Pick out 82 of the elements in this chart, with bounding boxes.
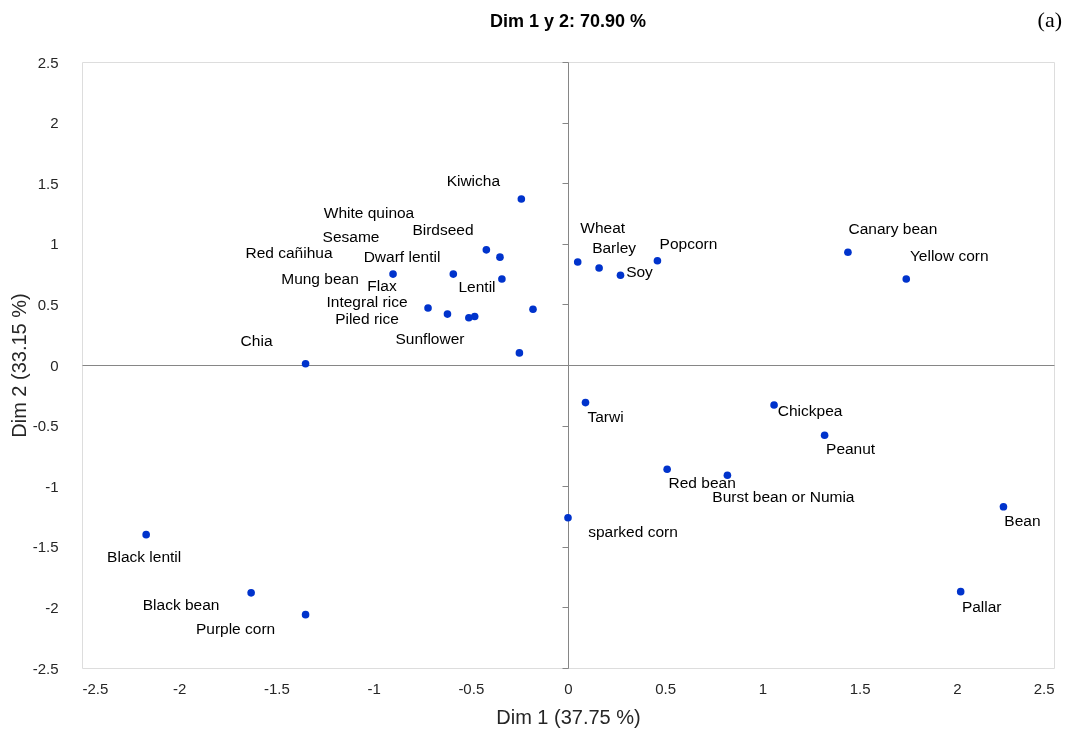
chart-title: Dim 1 y 2: 70.90 % — [489, 11, 647, 31]
annotation: Sunflower — [395, 330, 465, 347]
annotation: Popcorn — [659, 234, 718, 252]
annotation: Chickpea — [777, 402, 843, 419]
point — [443, 310, 452, 318]
point — [515, 349, 524, 357]
y-tick-label: 1 — [50, 235, 59, 253]
annotation: Kiwicha — [446, 171, 501, 189]
point — [663, 465, 671, 474]
point — [902, 275, 911, 283]
annotation: sparked corn — [588, 522, 678, 540]
point — [482, 246, 491, 254]
annotation: White quinoa — [323, 204, 415, 221]
annotation: Wheat — [580, 218, 626, 236]
x-tick-label: -1.5 — [263, 679, 290, 697]
point — [999, 503, 1008, 511]
x-tick-label: 2.5 — [1033, 679, 1055, 697]
annotation: Peanut — [826, 440, 876, 458]
annotation: Barley — [592, 239, 637, 257]
point — [301, 610, 310, 619]
x-tick-label: 1 — [758, 679, 768, 697]
y-tick-label: -1 — [45, 477, 59, 495]
annotation: Soy — [626, 263, 654, 281]
annotation: Tarwi — [587, 407, 624, 425]
annotation: Birdseed — [412, 221, 474, 238]
point — [301, 359, 310, 368]
annotation: Canary bean — [848, 220, 938, 238]
annotation: Black lentil — [107, 547, 182, 565]
point — [844, 248, 852, 257]
point — [956, 587, 965, 596]
point — [449, 270, 458, 278]
point — [247, 589, 255, 597]
annotation: Sesame — [322, 228, 380, 245]
y-tick-label: 0.5 — [37, 295, 59, 313]
annotation: Integral rice — [326, 293, 408, 310]
y-tick-label: -1.5 — [32, 538, 59, 556]
annotation: Black bean — [142, 595, 220, 613]
point — [820, 431, 829, 440]
y-tick-label: -2.5 — [32, 659, 59, 677]
point — [496, 253, 504, 261]
x-axis-title: Dim 1 (37.75 %) — [496, 705, 641, 728]
y-tick-label: 1.5 — [37, 174, 59, 192]
annotation: Yellow corn — [909, 246, 989, 264]
point — [770, 401, 778, 409]
annotation: Chia — [240, 331, 273, 349]
x-tick-label: -1 — [367, 679, 381, 697]
annotation: Bean — [1004, 511, 1041, 529]
point — [581, 398, 590, 407]
x-tick-label: 1.5 — [849, 679, 871, 697]
annotation: Dwarf lentil — [363, 248, 441, 265]
annotation: Flax — [367, 277, 397, 294]
point — [573, 258, 582, 266]
annotation: Pallar — [961, 597, 1002, 615]
x-tick-label: 0.5 — [655, 679, 677, 697]
text: (a) — [1037, 7, 1062, 32]
x-tick-label: -0.5 — [458, 679, 485, 697]
point — [595, 264, 603, 272]
y-tick-label: 2.5 — [37, 53, 59, 71]
annotation: Lentil — [458, 278, 496, 295]
point — [616, 271, 625, 280]
point — [142, 530, 150, 539]
point — [498, 275, 506, 283]
x-tick-label: 2 — [953, 679, 962, 697]
point — [653, 256, 662, 265]
point — [470, 312, 479, 321]
x-tick-label: -2 — [173, 679, 187, 697]
y-tick-label: 0 — [50, 356, 59, 374]
y-tick-label: -2 — [45, 598, 59, 616]
point — [424, 304, 432, 312]
x-tick-label: -2.5 — [82, 679, 109, 697]
annotation: Red cañihua — [245, 244, 333, 261]
annotation: Purple corn — [195, 619, 276, 637]
point — [389, 270, 397, 278]
y-tick-label: 2 — [50, 114, 59, 132]
y-tick-label: -0.5 — [32, 417, 59, 435]
y-axis-title: Dim 2 (33.15 %) — [7, 293, 30, 438]
point — [564, 513, 572, 522]
point — [529, 305, 537, 314]
x-tick-label: 0 — [564, 679, 573, 697]
point — [517, 195, 526, 203]
annotation: Mung bean — [281, 270, 359, 287]
annotation: Piled rice — [335, 310, 399, 327]
